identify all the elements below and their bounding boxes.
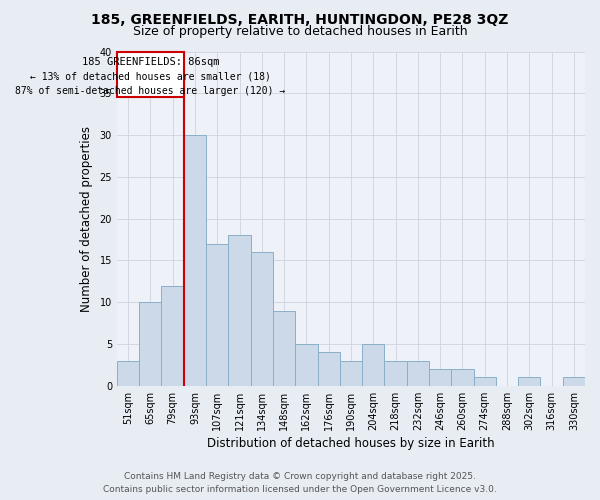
Y-axis label: Number of detached properties: Number of detached properties <box>80 126 92 312</box>
Bar <box>251 252 273 386</box>
Bar <box>429 369 451 386</box>
FancyBboxPatch shape <box>117 52 184 98</box>
Bar <box>362 344 385 386</box>
Bar <box>518 378 541 386</box>
Bar <box>161 286 184 386</box>
Text: Size of property relative to detached houses in Earith: Size of property relative to detached ho… <box>133 25 467 38</box>
Text: ← 13% of detached houses are smaller (18): ← 13% of detached houses are smaller (18… <box>30 72 271 82</box>
Bar <box>451 369 473 386</box>
Text: 87% of semi-detached houses are larger (120) →: 87% of semi-detached houses are larger (… <box>15 86 286 96</box>
Bar <box>184 135 206 386</box>
Text: Contains HM Land Registry data © Crown copyright and database right 2025.
Contai: Contains HM Land Registry data © Crown c… <box>103 472 497 494</box>
Bar <box>206 244 229 386</box>
Text: 185, GREENFIELDS, EARITH, HUNTINGDON, PE28 3QZ: 185, GREENFIELDS, EARITH, HUNTINGDON, PE… <box>91 12 509 26</box>
Text: 185 GREENFIELDS: 86sqm: 185 GREENFIELDS: 86sqm <box>82 56 219 66</box>
Bar <box>407 360 429 386</box>
Bar <box>295 344 317 386</box>
Bar <box>139 302 161 386</box>
Bar <box>385 360 407 386</box>
Bar <box>117 360 139 386</box>
Bar <box>340 360 362 386</box>
X-axis label: Distribution of detached houses by size in Earith: Distribution of detached houses by size … <box>207 437 495 450</box>
Bar <box>273 310 295 386</box>
Bar <box>563 378 585 386</box>
Bar <box>473 378 496 386</box>
Bar <box>229 236 251 386</box>
Bar <box>317 352 340 386</box>
